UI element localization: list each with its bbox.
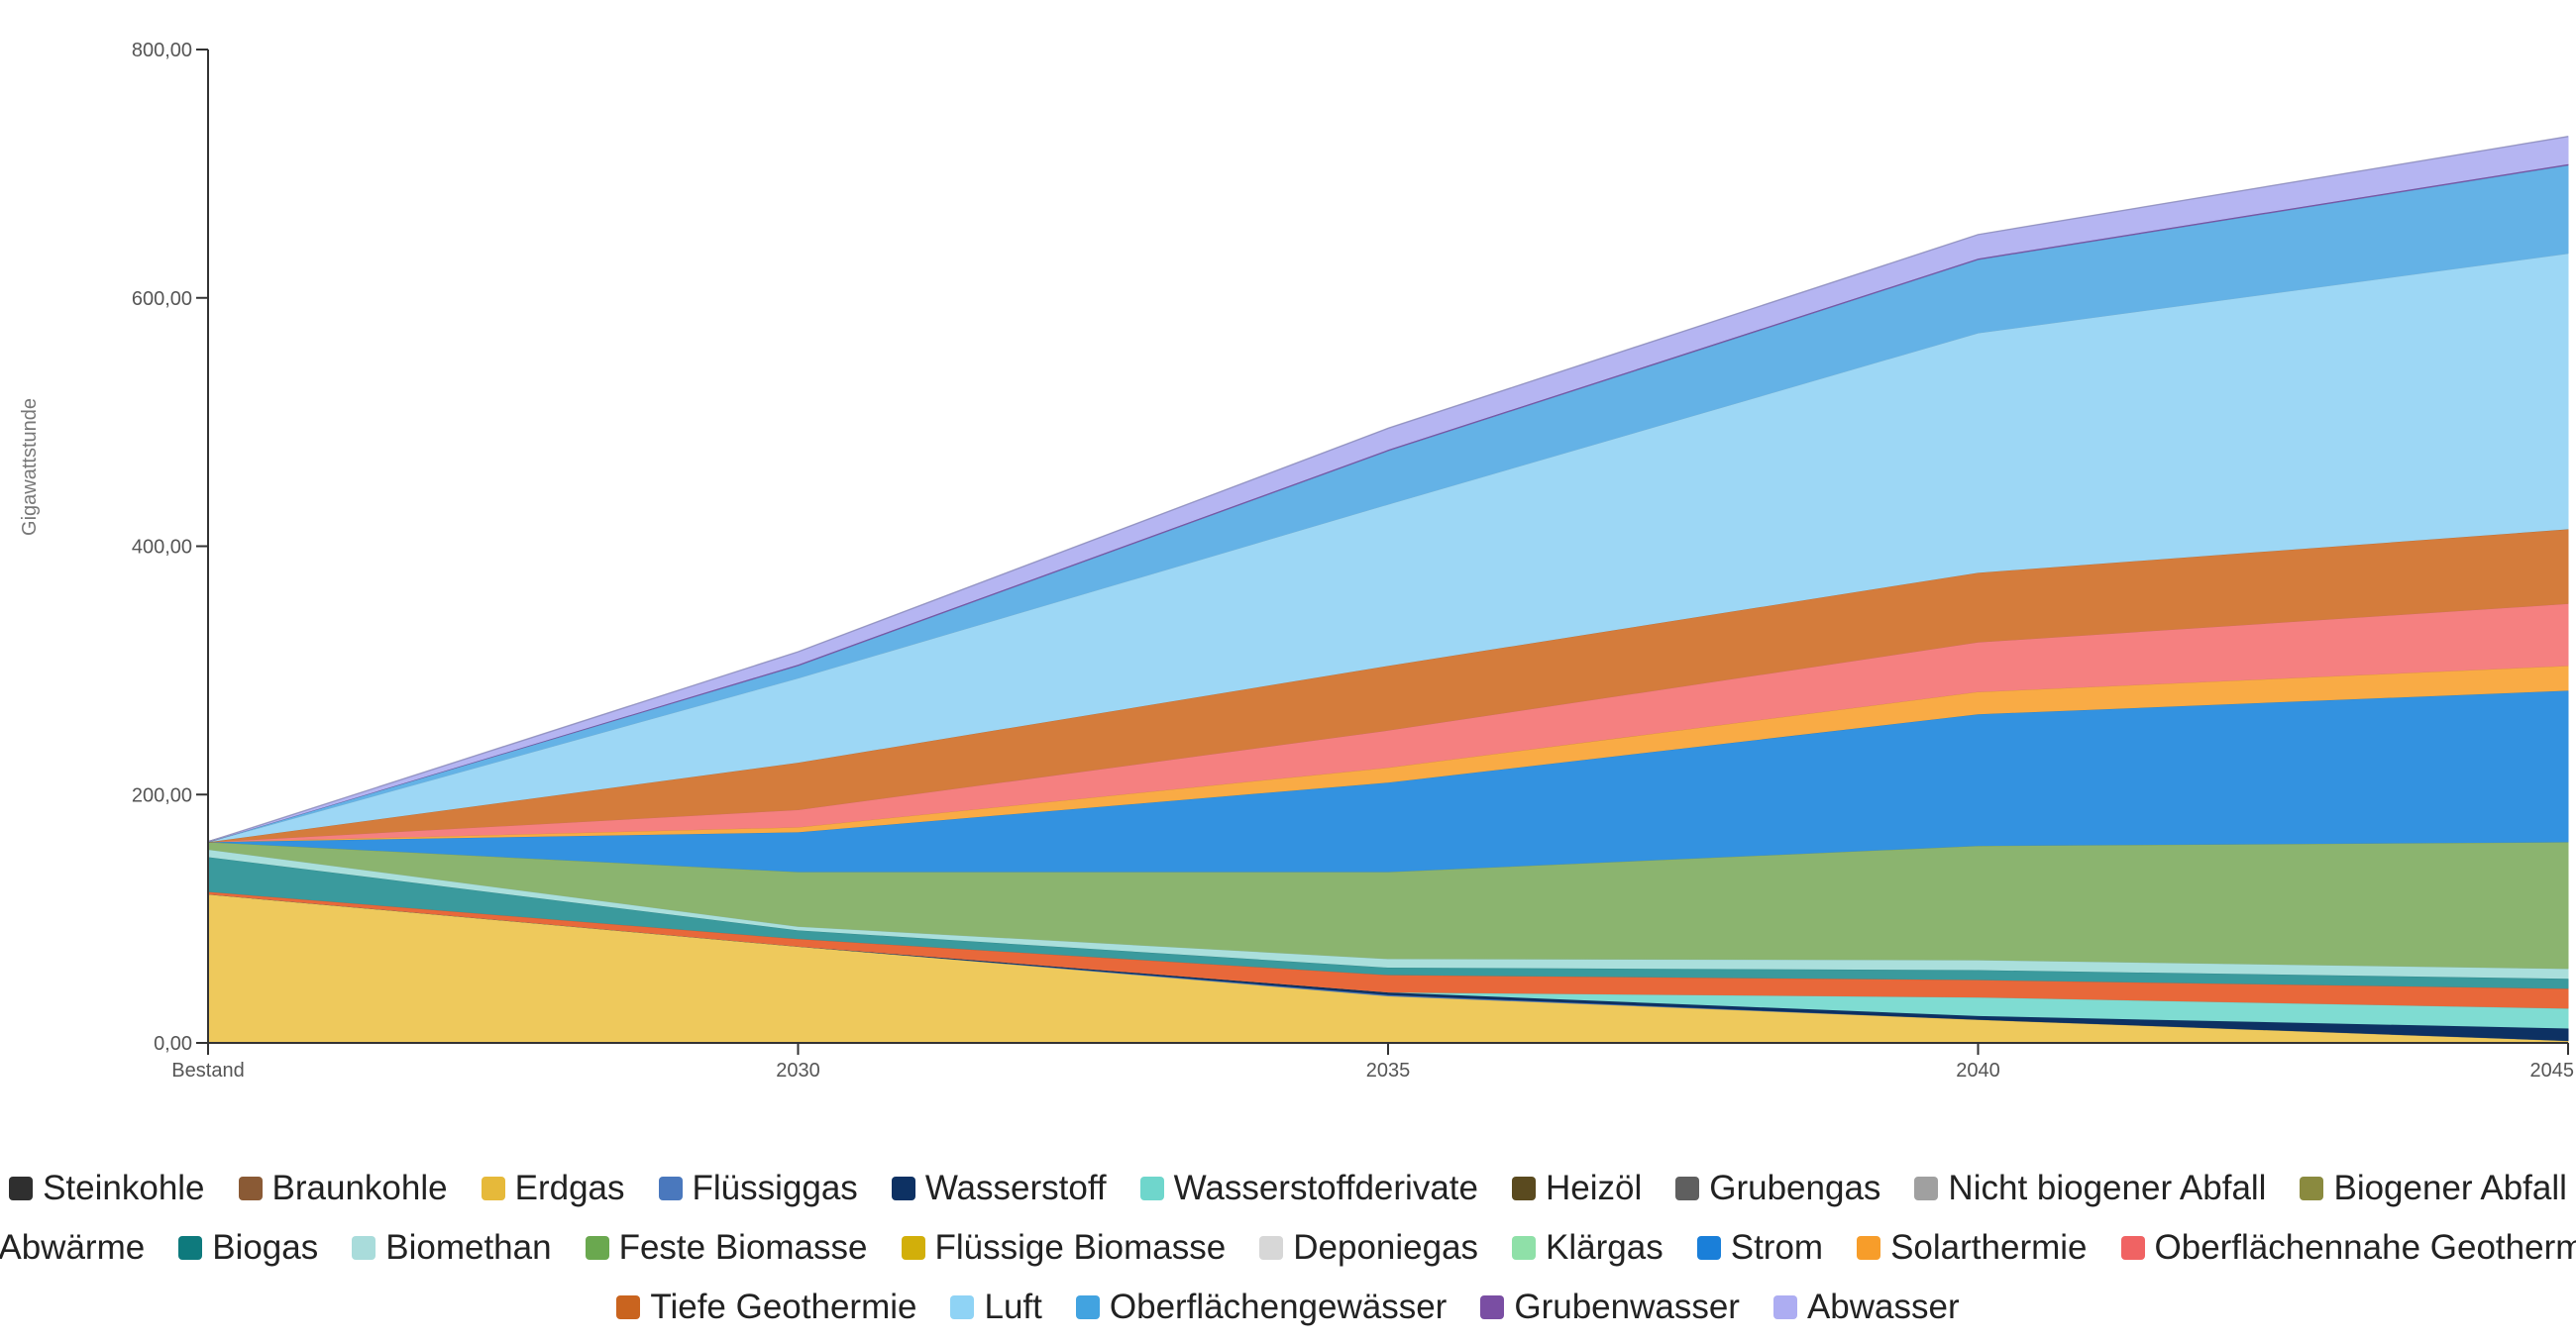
legend-row: Steinkohle Braunkohle Erdgas Flüssiggas Wass…	[9, 1169, 2567, 1208]
legend-label: Nicht biogener Abfall	[1948, 1169, 2267, 1207]
legend-item[interactable]: Oberflächengewässer	[1075, 1288, 1448, 1327]
legend-swatch	[178, 1236, 203, 1260]
legend-item[interactable]: Feste Biomasse	[585, 1228, 868, 1268]
legend-item[interactable]: Flüssiggas	[658, 1169, 858, 1208]
area-edge-abwasser	[207, 136, 2569, 843]
legend-label: Wasserstoffderivate	[1173, 1169, 1478, 1207]
y-axis-title: Gigawattstunde	[19, 398, 41, 536]
legend-swatch	[9, 1177, 34, 1200]
legend-item[interactable]: Biogener Abfall	[2300, 1169, 2567, 1208]
legend-swatch	[658, 1177, 683, 1200]
legend-swatch	[1696, 1236, 1721, 1260]
legend-label: Tiefe Geothermie	[650, 1288, 917, 1326]
legend-label: Biogener Abfall	[2333, 1169, 2567, 1207]
legend-swatch	[352, 1236, 376, 1260]
legend-swatch	[891, 1177, 915, 1200]
y-tick-label: 800,00	[132, 40, 192, 61]
legend-label: Strom	[1730, 1228, 1824, 1267]
legend-item[interactable]: Heizöl	[1511, 1169, 1643, 1208]
legend-item[interactable]: Biogas	[178, 1228, 318, 1268]
legend-item[interactable]: Grubengas	[1675, 1169, 1880, 1208]
legend-item[interactable]: Braunkohle	[238, 1169, 448, 1208]
legend-item[interactable]: Solarthermie	[1857, 1228, 2088, 1268]
legend-swatch	[1512, 1236, 1537, 1260]
legend-item[interactable]: Tiefe Geothermie	[616, 1288, 916, 1327]
legend-row: Tiefe Geothermie Luft Oberflächengewässer G…	[616, 1288, 1960, 1327]
legend-swatch	[585, 1236, 609, 1260]
legend-label: Erdgas	[514, 1169, 625, 1207]
legend-item[interactable]: Biomethan	[352, 1228, 552, 1268]
legend-label: Klärgas	[1546, 1228, 1664, 1267]
x-tick-label: 2035	[1366, 1060, 1411, 1082]
legend-label: Heizöl	[1545, 1169, 1643, 1207]
legend-swatch	[1857, 1236, 1881, 1260]
chart-legend: Steinkohle Braunkohle Erdgas Flüssiggas Wass…	[0, 1169, 2576, 1327]
legend-label: Oberflächennahe Geothermie	[2154, 1228, 2576, 1267]
legend-item[interactable]: Abwasser	[1772, 1288, 1960, 1327]
y-tick-label: 600,00	[132, 288, 192, 310]
legend-label: Biomethan	[385, 1228, 552, 1267]
legend-swatch	[1772, 1295, 1797, 1319]
legend-label: Feste Biomasse	[618, 1228, 868, 1267]
y-tick-label: 200,00	[132, 784, 192, 806]
legend-label: Deponiegas	[1293, 1228, 1479, 1267]
stacked-area-chart: 0,00 200,00 400,00 600,00 800,00 Bestand 2030 2…	[19, 40, 2574, 1082]
area-abwasser	[207, 136, 2569, 843]
legend-swatch	[1511, 1177, 1536, 1200]
legend-item[interactable]: Oberflächennahe Geothermie	[2120, 1228, 2576, 1268]
x-tick-label: 2030	[776, 1060, 820, 1082]
legend-swatch	[481, 1177, 505, 1200]
legend-item[interactable]: Steinkohle	[9, 1169, 205, 1208]
legend-label: Biogas	[212, 1228, 319, 1267]
legend-swatch	[1914, 1177, 1939, 1200]
legend-item[interactable]: Nicht biogener Abfall	[1914, 1169, 2266, 1208]
legend-swatch	[950, 1295, 975, 1319]
legend-item[interactable]: Wasserstoffderivate	[1139, 1169, 1478, 1208]
legend-label: Oberflächengewässer	[1109, 1288, 1448, 1326]
legend-swatch	[1139, 1177, 1164, 1200]
x-tick-label: 2040	[1956, 1060, 2000, 1082]
legend-label: Braunkohle	[271, 1169, 448, 1207]
legend-row: Abwärme Biogas Biomethan Feste Biomasse Flüs…	[0, 1228, 2576, 1268]
legend-label: Abwärme	[0, 1228, 146, 1267]
legend-item[interactable]: Strom	[1696, 1228, 1824, 1268]
legend-swatch	[238, 1177, 263, 1200]
x-tick-label: Bestand	[171, 1060, 244, 1082]
legend-swatch	[1675, 1177, 1700, 1200]
legend-item[interactable]: Flüssige Biomasse	[901, 1228, 1227, 1268]
legend-item[interactable]: Wasserstoff	[891, 1169, 1107, 1208]
legend-label: Flüssige Biomasse	[934, 1228, 1227, 1267]
legend-item[interactable]: Grubenwasser	[1480, 1288, 1740, 1327]
legend-swatch	[616, 1295, 641, 1319]
legend-item[interactable]: Abwärme	[0, 1228, 145, 1268]
legend-item[interactable]: Klärgas	[1512, 1228, 1664, 1268]
legend-item[interactable]: Luft	[950, 1288, 1042, 1327]
area-series-group	[207, 136, 2569, 1044]
legend-swatch	[1075, 1295, 1100, 1319]
legend-label: Solarthermie	[1890, 1228, 2088, 1267]
legend-swatch	[1259, 1236, 1284, 1260]
legend-label: Grubenwasser	[1514, 1288, 1740, 1326]
legend-item[interactable]: Erdgas	[481, 1169, 625, 1208]
legend-item[interactable]: Deponiegas	[1259, 1228, 1478, 1268]
y-tick-label: 400,00	[132, 537, 192, 559]
legend-swatch	[901, 1236, 925, 1260]
axes-group: 0,00 200,00 400,00 600,00 800,00 Bestand 2030 2…	[19, 40, 2574, 1082]
y-tick-label: 0,00	[154, 1033, 192, 1055]
legend-label: Steinkohle	[43, 1169, 205, 1207]
legend-swatch	[2120, 1236, 2145, 1260]
legend-label: Grubengas	[1709, 1169, 1881, 1207]
legend-label: Wasserstoff	[924, 1169, 1107, 1207]
legend-swatch	[1480, 1295, 1505, 1319]
legend-label: Flüssiggas	[692, 1169, 858, 1207]
legend-swatch	[2300, 1177, 2324, 1200]
x-tick-label: 2045	[2530, 1060, 2575, 1082]
legend-label: Abwasser	[1806, 1288, 1960, 1326]
legend-label: Luft	[984, 1288, 1042, 1326]
